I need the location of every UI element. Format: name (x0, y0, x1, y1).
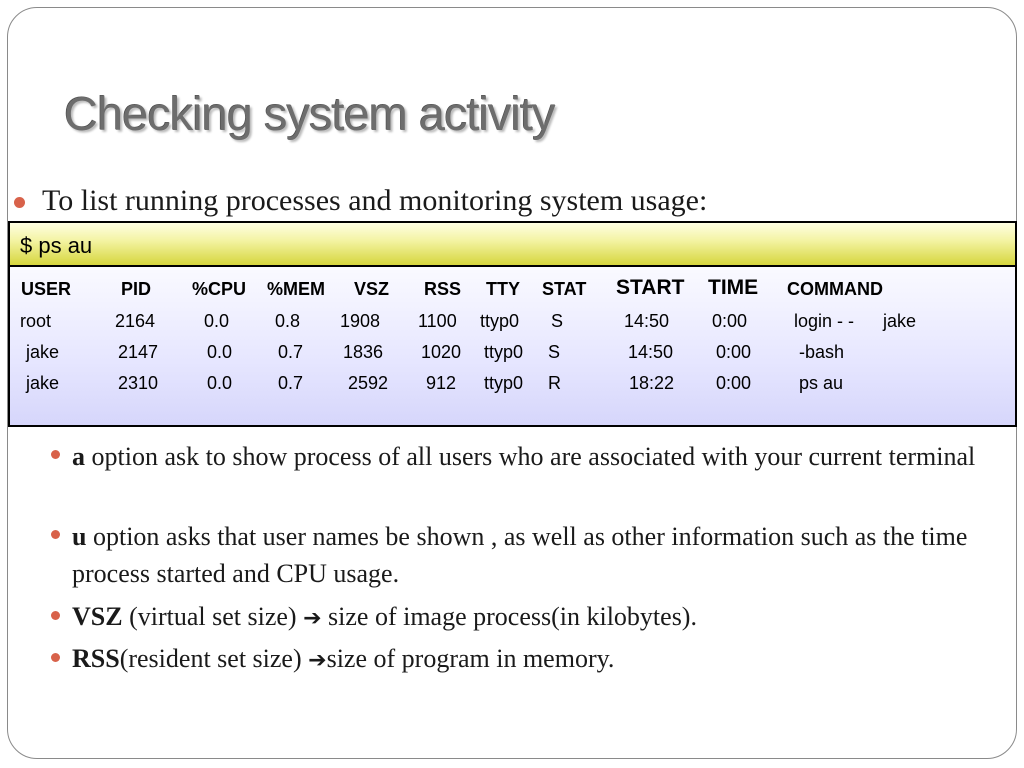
column-header-stat: STAT (542, 279, 587, 299)
vsz-term: VSZ (72, 602, 123, 631)
table-cell: -bash (799, 342, 845, 362)
table-cell: ttyp0 (480, 311, 520, 331)
option-a-text: option ask to show process of all users … (85, 442, 976, 471)
rss-text: size of program in memory. (326, 644, 615, 673)
command-bar: $ ps au (10, 223, 1015, 267)
table-cell: 0.0 (204, 311, 230, 331)
table-cell: ttyp0 (484, 373, 524, 393)
command-text: $ ps au (20, 233, 93, 258)
bullet-icon (51, 450, 60, 459)
rss-desc: (resident set size) (119, 644, 309, 673)
table-cell: 2147 (118, 342, 159, 362)
column-header-vsz: VSZ (354, 279, 390, 299)
column-header-tty: TTY (486, 279, 520, 299)
table-cell: 0.8 (275, 311, 301, 331)
option-u-term: u (72, 522, 87, 551)
table-cell: jake (883, 311, 917, 331)
slide-title: Checking system activity (64, 87, 556, 140)
vsz-desc: (virtual set size) (122, 602, 304, 631)
table-cell: 0.0 (207, 342, 233, 362)
arrow-right-icon: ➔ (303, 606, 322, 631)
column-header-command: COMMAND (787, 279, 883, 299)
table-cell: 912 (426, 373, 457, 393)
table-cell: login - - (794, 311, 855, 331)
table-cell: 0.7 (278, 373, 304, 393)
terminal-box: $ ps au USER PID %CPU %MEM VSZ RSS TTY S… (8, 221, 1017, 427)
option-u-text: option asks that user names be shown , a… (72, 522, 968, 588)
column-header-cpu: %CPU (192, 279, 247, 299)
table-cell: 0:00 (712, 311, 748, 331)
lead-bullet-text: To list running processes and monitoring… (42, 184, 708, 217)
column-header-time: TIME (708, 276, 759, 299)
table-cell: 1020 (421, 342, 462, 362)
column-header-pid: PID (121, 279, 152, 299)
table-cell: 2164 (115, 311, 156, 331)
bullet-icon (51, 653, 60, 662)
option-u-bullet: u option asks that user names be shown ,… (72, 518, 1002, 592)
vsz-text: size of image process(in kilobytes). (321, 602, 697, 631)
table-cell: R (548, 373, 561, 393)
table-cell: ttyp0 (484, 342, 524, 362)
table-cell: 18:22 (629, 373, 675, 393)
table-cell: 0:00 (716, 342, 752, 362)
table-cell: root (20, 311, 52, 331)
column-header-rss: RSS (424, 279, 462, 299)
table-cell: jake (26, 373, 60, 393)
arrow-right-icon: ➔ (308, 648, 327, 673)
table-cell: 1100 (418, 311, 457, 331)
table-cell: S (548, 342, 561, 362)
bullet-icon (14, 197, 25, 208)
rss-term: RSS (72, 644, 120, 673)
table-cell: 1908 (340, 311, 381, 331)
option-a-term: a (72, 442, 85, 471)
table-cell: 14:50 (624, 311, 670, 331)
column-header-user: USER (21, 279, 72, 299)
table-cell: 1836 (343, 342, 384, 362)
table-cell: 14:50 (628, 342, 674, 362)
rss-bullet: RSS(resident set size) ➔size of program … (72, 640, 1002, 679)
table-cell: 0.7 (278, 342, 304, 362)
column-header-start: START (616, 276, 685, 299)
table-cell: S (551, 311, 564, 331)
bullet-icon (51, 530, 60, 539)
table-cell: ps au (799, 373, 844, 393)
table-cell: 0.0 (207, 373, 233, 393)
vsz-bullet: VSZ (virtual set size) ➔ size of image p… (72, 598, 1002, 637)
process-table: USER PID %CPU %MEM VSZ RSS TTY STAT STAR… (10, 267, 1015, 425)
bullet-icon (51, 611, 60, 620)
table-cell: 0:00 (716, 373, 752, 393)
column-header-mem: %MEM (267, 279, 325, 299)
table-cell: jake (26, 342, 60, 362)
table-cell: 2592 (348, 373, 389, 393)
table-cell: 2310 (118, 373, 159, 393)
option-a-bullet: a option ask to show process of all user… (72, 438, 1002, 475)
